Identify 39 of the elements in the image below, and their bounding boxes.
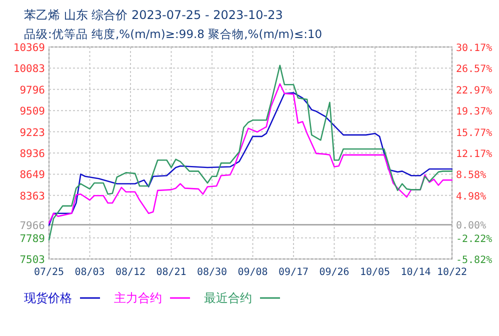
y-tick-label: 8363 (20, 190, 45, 202)
legend-label: 主力合约 (114, 291, 162, 305)
y-tick-label: 9223 (20, 126, 45, 139)
legend-label: 最近合约 (204, 291, 252, 305)
y-tick-label: 10369 (13, 42, 45, 54)
y2-tick-label: 15.77% (456, 128, 492, 139)
x-tick-label: 08/21 (156, 267, 186, 278)
legend-label: 现货价格 (24, 291, 72, 305)
x-tick-label: 10/05 (360, 267, 390, 278)
y2-tick-label: 30.17% (456, 43, 492, 54)
x-tick-label: 10/22 (436, 267, 468, 278)
y2-tick-label: 4.98% (456, 191, 486, 202)
y2-tick-label: -5.82% (456, 255, 492, 266)
y2-tick-label: 19.37% (456, 106, 492, 118)
x-tick-label: 08/30 (196, 267, 228, 278)
y-tick-label: 10083 (13, 63, 45, 76)
y-tick-label: 8936 (20, 148, 45, 160)
y2-tick-label: 8.58% (456, 170, 486, 182)
y-tick-label: 8649 (20, 169, 45, 182)
line-series (48, 64, 453, 241)
chart-title: 苯乙烯 山东 综合价 2023-07-25 - 2023-10-23 (24, 8, 283, 22)
x-tick-label: 07/25 (34, 267, 64, 278)
y-tick-label: 7789 (20, 232, 45, 245)
y-tick-label: 9796 (20, 84, 45, 96)
x-tick-label: 09/26 (319, 267, 350, 278)
y-tick-label: 9509 (20, 106, 45, 118)
y2-tick-label: 0.00% (456, 220, 486, 232)
y-tick-label: 7966 (20, 220, 45, 232)
y2-tick-label: -2.22% (456, 234, 492, 245)
y2-tick-label: 12.17% (456, 149, 492, 160)
x-tick-label: 08/12 (115, 267, 146, 278)
x-tick-label: 09/08 (238, 267, 268, 278)
y-tick-label: 7503 (20, 254, 45, 266)
x-tick-label: 09/17 (278, 267, 309, 278)
y2-tick-label: 22.97% (456, 85, 492, 96)
y2-tick-label: 26.57% (456, 64, 492, 76)
x-tick-label: 08/03 (74, 267, 105, 278)
x-tick-label: 10/14 (400, 267, 431, 278)
chart-subtitle: 品级:优等品 纯度,%(m/m)≥:99.8 聚合物,%(m/m)≤:10 (24, 27, 322, 41)
